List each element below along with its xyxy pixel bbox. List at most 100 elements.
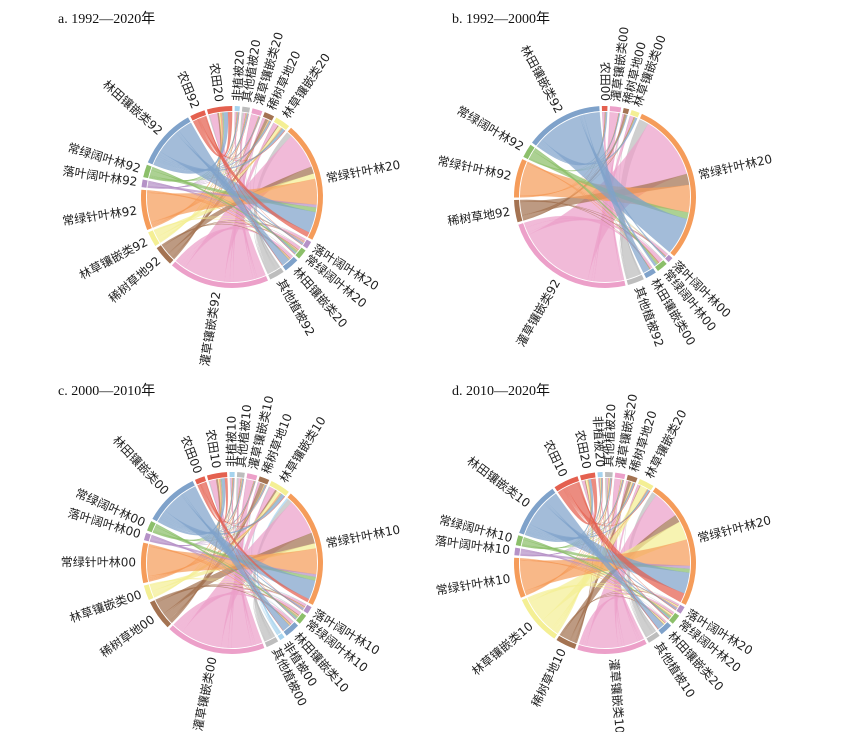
chord-ribbon (533, 148, 659, 265)
chord-label: 常绿针叶林10 (435, 571, 512, 598)
chord-ribbon (546, 493, 664, 630)
chord-ribbon (156, 523, 290, 627)
chord-arc (143, 584, 154, 601)
chord-arc (169, 625, 265, 654)
chord-label: 其他植被20 (601, 404, 619, 468)
chord-ribbon (204, 116, 303, 246)
chord-ribbon (155, 524, 298, 619)
chord-label: 非植被20 (590, 415, 608, 467)
chord-ribbon (148, 544, 299, 617)
chord-ribbon (149, 578, 291, 626)
chord-ribbon (205, 115, 283, 266)
chord-arc (658, 622, 672, 635)
chord-panel-1: 农田00灌草镶嵌类00稀树草地00林草镶嵌类00常绿针叶林20落叶阔叶林00常绿… (436, 26, 773, 349)
chord-label: 常绿针叶林20 (696, 512, 773, 545)
chord-label: 农田00 (178, 434, 205, 476)
chord-label: 林田镶嵌类92 (100, 77, 166, 138)
chord-ribbon (523, 536, 664, 625)
chord-arc (637, 478, 654, 491)
chord-label: 农田10 (541, 438, 571, 479)
ribbons (146, 477, 318, 649)
chord-ribbon (153, 218, 291, 260)
chord-ribbon (151, 535, 299, 618)
chord-arc (643, 268, 656, 279)
chord-arc (622, 107, 630, 115)
chord-label: 农田92 (174, 69, 202, 111)
chord-panel-2: 农田10 非植被10其他植被10灌草镶嵌类10稀树草地10林草镶嵌类10常绿针叶林… (61, 394, 402, 732)
chord-arc (519, 488, 556, 535)
chord-ribbon (147, 190, 291, 260)
chord-label: 稀树草地92 (446, 204, 511, 229)
chord-arc (282, 256, 298, 271)
chord-label: 林草镶嵌类00 (67, 587, 143, 626)
chord-arc (521, 598, 558, 639)
chord-arc (518, 223, 626, 288)
chord-ribbon (152, 166, 290, 261)
chord-ribbon (527, 161, 651, 270)
chord-ribbon (148, 478, 222, 582)
chord-panel-0: 农田20 非植被20其他植被20灌草镶嵌类20稀树草地20林草镶嵌类20常绿针叶林… (61, 30, 401, 367)
chord-label: 常绿针叶林20 (697, 151, 774, 182)
chord-arc (630, 109, 640, 118)
chord-arc (626, 474, 638, 483)
chord-arc (141, 189, 152, 230)
chord-arc (579, 472, 596, 481)
chord-arc (639, 113, 696, 257)
chord-arc (141, 179, 148, 188)
chord-label: 农田20 (572, 429, 593, 470)
chord-ribbon (175, 227, 293, 265)
chord-label: 非植被20 (229, 49, 247, 101)
chord-ribbon (148, 543, 291, 626)
chord-label: 常绿针叶林10 (325, 521, 402, 550)
chord-arc (269, 481, 289, 496)
chord-arc (206, 472, 228, 481)
chord-arc (626, 274, 644, 286)
panel-c-title: c. 2000—2010年 (58, 384, 156, 399)
chord-ribbon (183, 486, 290, 632)
chord-ribbon (563, 479, 625, 524)
chord-arc (514, 199, 523, 223)
chord-ribbon (205, 482, 303, 611)
chord-arc (523, 144, 535, 160)
chord-ribbon (523, 539, 677, 610)
ribbons (519, 111, 691, 283)
chord-arc (268, 267, 284, 280)
chord-ribbon (528, 583, 679, 608)
chord-ribbon (578, 481, 659, 630)
chord-arc (676, 604, 685, 614)
chord-ribbon (148, 180, 298, 252)
ribbons (146, 111, 318, 283)
chord-label: 林田镶嵌类10 (464, 453, 533, 510)
chord-arc (147, 117, 191, 165)
chord-label: 农田10 (203, 428, 223, 469)
chord-arc (287, 127, 323, 240)
chord-label: 林草镶嵌类10 (469, 618, 536, 678)
chord-label: 其他植被10 (233, 404, 254, 468)
chord-arc (143, 532, 151, 542)
chord-label: 常绿针叶林00 (61, 554, 136, 569)
chord-label: 常绿针叶林92 (61, 202, 138, 228)
chord-arc (556, 635, 577, 649)
chord-ribbon (153, 217, 299, 251)
panel-a-title: a. 1992—2020年 (58, 12, 156, 27)
chord-arc (597, 472, 603, 478)
chord-label: 林田镶嵌类92 (518, 42, 567, 115)
chord-arc (652, 487, 696, 605)
chord-ribbon (151, 534, 290, 626)
chord-arc (156, 245, 174, 264)
chord-ribbon (534, 147, 650, 270)
chord-arc (287, 493, 323, 605)
chord-ribbon (526, 162, 659, 264)
chord-arc (669, 612, 680, 624)
chord-label: 林田镶嵌类00 (110, 433, 173, 498)
chord-arc (229, 471, 235, 478)
chord-arc (273, 117, 290, 131)
chord-arc (147, 521, 156, 533)
chord-arc (277, 633, 285, 641)
chord-ribbon (525, 477, 611, 595)
chord-label: 灌草镶嵌类10 (606, 658, 627, 732)
chord-ribbon (161, 223, 291, 260)
chord-ribbon (559, 595, 666, 636)
chord-ribbon (526, 162, 666, 257)
